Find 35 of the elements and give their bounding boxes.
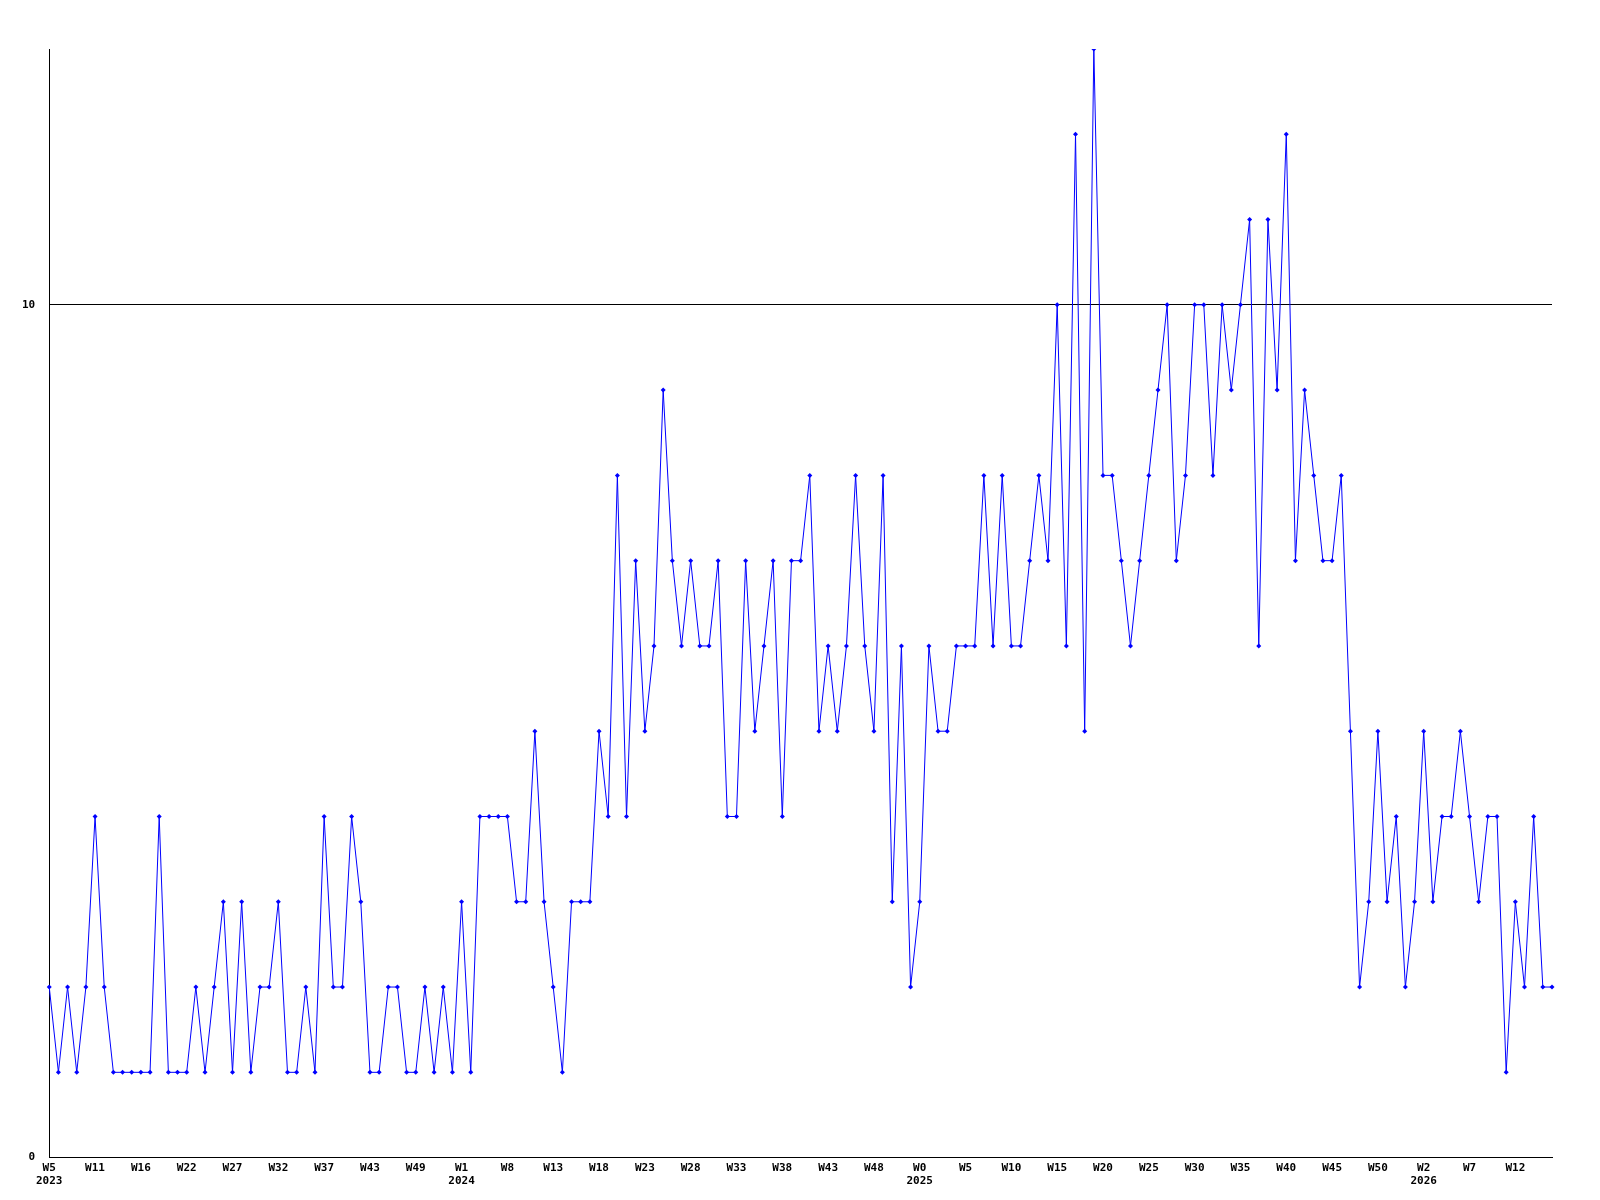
x-tick-label: W48: [863, 1161, 884, 1175]
x-tick-label: W30: [1184, 1161, 1205, 1175]
x-tick-label: W12: [1505, 1161, 1526, 1175]
x-tick-label: W1 2024: [448, 1161, 476, 1188]
x-tick-label: W18: [589, 1161, 609, 1175]
x-tick-label: W0 2025: [906, 1161, 933, 1188]
x-tick-label: W43: [360, 1161, 380, 1175]
x-tick-label: W11: [85, 1161, 106, 1175]
x-tick-label: W16: [130, 1161, 152, 1175]
x-tick-label: W50: [1367, 1161, 1388, 1175]
x-tick-label: W13: [543, 1161, 564, 1175]
x-tick-label: W35: [1230, 1161, 1251, 1175]
x-tick-label: W5: [958, 1161, 973, 1175]
y-tick-label: 0: [28, 1150, 36, 1164]
x-tick-label: W40: [1276, 1161, 1297, 1175]
x-tick-label: W38: [772, 1161, 793, 1175]
x-tick-label: W27: [222, 1161, 243, 1175]
x-tick-label: W43: [818, 1161, 839, 1175]
x-tick-label: W49: [405, 1161, 426, 1175]
x-tick-label: W22: [176, 1161, 197, 1175]
x-tick-label: W20: [1093, 1161, 1113, 1175]
x-tick-label: W15: [1047, 1161, 1068, 1175]
x-tick-label: W37: [314, 1161, 335, 1175]
x-tick-label: W28: [680, 1161, 701, 1175]
x-tick-label: W23: [634, 1161, 655, 1175]
x-tick-label: W25: [1138, 1161, 1159, 1175]
y-tick-label: 10: [22, 297, 36, 311]
x-tick-label: W7: [1462, 1161, 1477, 1175]
x-tick-label: W10: [1001, 1161, 1022, 1175]
x-tick-label: W32: [268, 1161, 289, 1175]
x-tick-label: W45: [1322, 1161, 1343, 1175]
x-tick-label: W33: [726, 1161, 747, 1175]
x-tick-label: W2 2026: [1410, 1161, 1438, 1188]
x-tick-label: W5 2023: [36, 1161, 63, 1188]
x-tick-label: W8: [500, 1161, 515, 1175]
